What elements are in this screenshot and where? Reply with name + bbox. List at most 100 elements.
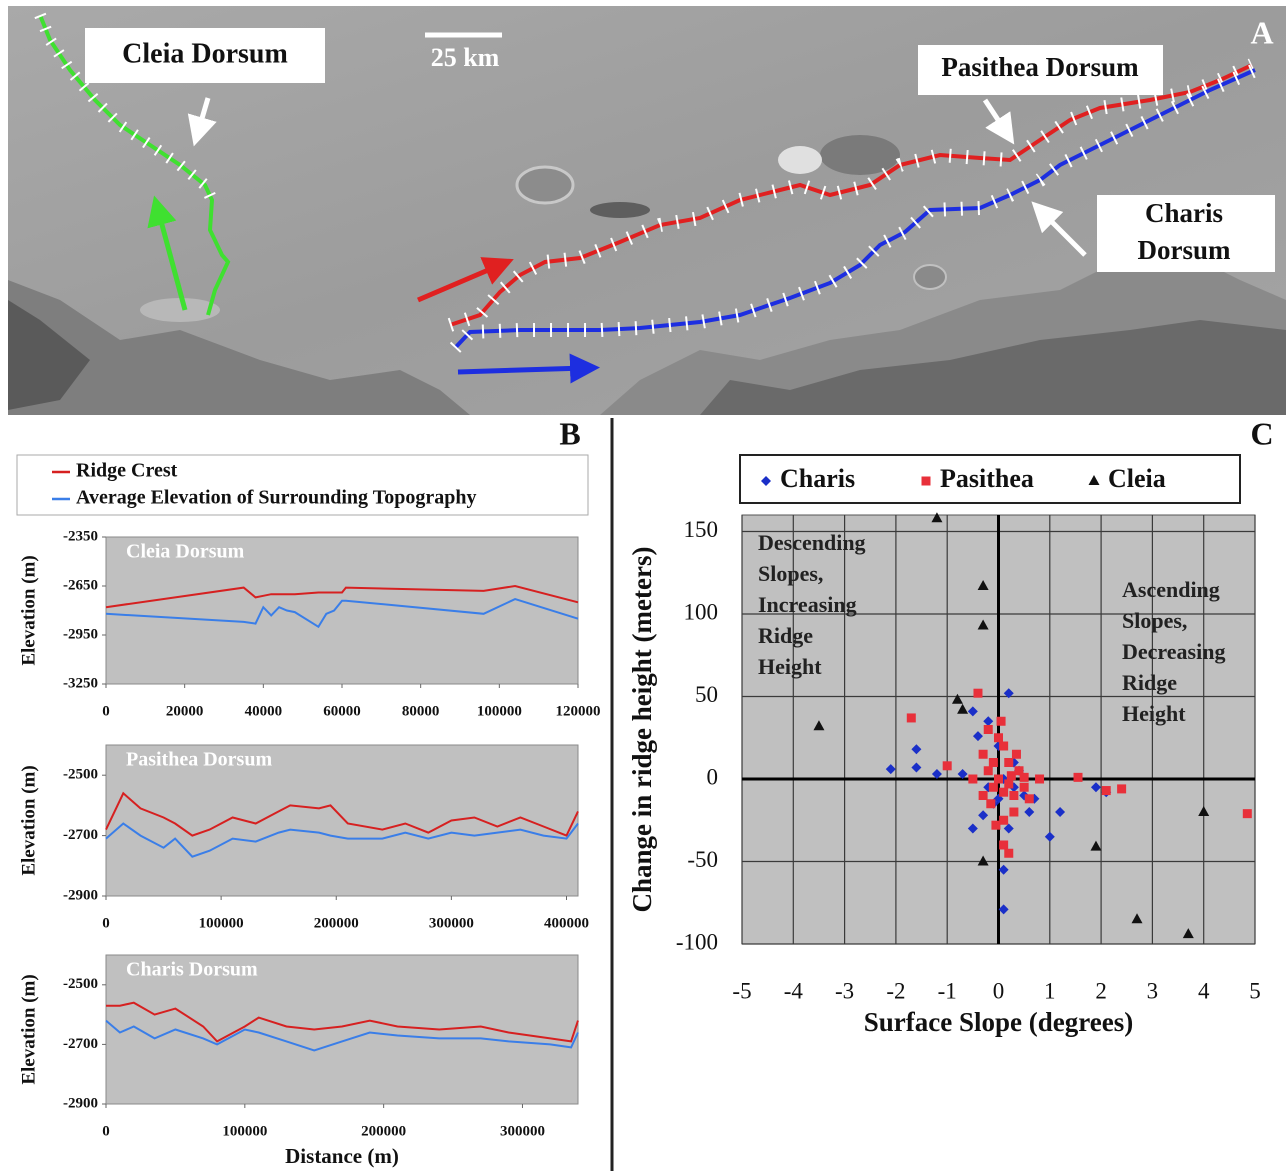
annotation: Slopes,	[1122, 608, 1187, 633]
data-point	[991, 821, 1000, 830]
panel-label: C	[1250, 415, 1273, 451]
mesa	[778, 146, 822, 174]
data-point	[1074, 773, 1083, 782]
x-tick-label: 60000	[323, 703, 361, 719]
chart-title: Charis Dorsum	[126, 959, 258, 981]
y-tick-label: -2350	[63, 528, 98, 544]
y-tick-label: 0	[707, 764, 719, 789]
y-tick-label: -2500	[63, 767, 98, 783]
y-tick-label: -2700	[63, 827, 98, 843]
mesa	[820, 135, 900, 175]
x-tick-label: -2	[886, 978, 905, 1003]
y-axis-label: Elevation (m)	[18, 974, 39, 1084]
data-point	[989, 783, 998, 792]
y-tick-label: -2950	[63, 626, 98, 642]
panel-label: B	[559, 415, 580, 451]
x-tick-label: 80000	[402, 703, 440, 719]
y-axis-label: Elevation (m)	[18, 555, 39, 665]
y-axis-label: Change in ridge height (meters)	[627, 547, 657, 913]
data-point	[984, 766, 993, 775]
data-point	[986, 799, 995, 808]
x-tick-label: -5	[732, 978, 751, 1003]
x-tick-label: 4	[1198, 978, 1210, 1003]
annotation: Slopes,	[758, 561, 823, 586]
x-tick-label: 5	[1249, 978, 1261, 1003]
y-tick-label: -2700	[63, 1036, 98, 1052]
annotation: Height	[1122, 701, 1186, 726]
x-tick-label: 200000	[314, 915, 359, 931]
y-axis-label: Elevation (m)	[18, 765, 39, 875]
data-point	[1004, 758, 1013, 767]
data-point	[994, 733, 1003, 742]
x-tick-label: 100000	[477, 703, 522, 719]
x-tick-label: 40000	[245, 703, 283, 719]
annotation: Decreasing	[1122, 639, 1225, 664]
map-panel: Cleia Dorsum Pasithea Dorsum Charis Dors…	[8, 6, 1286, 415]
y-tick-label: -50	[687, 847, 718, 872]
x-axis-label: Distance (m)	[285, 1144, 399, 1168]
x-tick-label: 200000	[361, 1123, 406, 1139]
data-point	[943, 761, 952, 770]
mesa	[590, 202, 650, 218]
chart-title: Pasithea Dorsum	[126, 749, 272, 771]
x-tick-label: 0	[102, 1123, 110, 1139]
y-tick-label: -2500	[63, 976, 98, 992]
x-tick-label: 300000	[429, 915, 474, 931]
legend-label: Ridge Crest	[76, 460, 178, 482]
legend-label: Charis	[780, 464, 855, 493]
data-point	[1004, 849, 1013, 858]
data-point	[997, 717, 1006, 726]
x-tick-label: 300000	[500, 1123, 545, 1139]
annotation: Descending	[758, 530, 866, 555]
data-point	[994, 775, 1003, 784]
data-point	[1020, 783, 1029, 792]
data-point	[999, 841, 1008, 850]
data-point	[1117, 784, 1126, 793]
data-point	[1009, 791, 1018, 800]
annotation: Ascending	[1122, 577, 1220, 602]
map-label: Pasithea Dorsum	[941, 52, 1139, 82]
figure: Cleia Dorsum Pasithea Dorsum Charis Dors…	[0, 0, 1286, 1171]
y-tick-label: 150	[684, 517, 719, 542]
y-tick-label: -2900	[63, 887, 98, 903]
data-point	[1012, 750, 1021, 759]
map-label: Cleia Dorsum	[122, 38, 288, 69]
data-point	[979, 750, 988, 759]
chart-title: Cleia Dorsum	[126, 541, 245, 563]
x-tick-label: 0	[102, 703, 110, 719]
data-point	[973, 689, 982, 698]
data-point	[999, 788, 1008, 797]
map-label: Dorsum	[1138, 235, 1232, 265]
x-tick-label: 0	[993, 978, 1005, 1003]
y-tick-label: -2900	[63, 1095, 98, 1111]
x-tick-label: 1	[1044, 978, 1056, 1003]
x-axis-label: Surface Slope (degrees)	[864, 1007, 1133, 1037]
x-tick-label: -1	[938, 978, 957, 1003]
y-tick-label: 100	[684, 599, 719, 624]
data-point	[1102, 786, 1111, 795]
annotation: Increasing	[758, 592, 857, 617]
data-point	[1025, 794, 1034, 803]
x-tick-label: 400000	[544, 915, 589, 931]
legend-label: Average Elevation of Surrounding Topogra…	[76, 487, 476, 509]
x-tick-label: 120000	[556, 703, 601, 719]
data-point	[968, 775, 977, 784]
annotation: Height	[758, 654, 822, 679]
panel-label: A	[1250, 14, 1273, 50]
data-point	[1035, 775, 1044, 784]
data-point	[1015, 766, 1024, 775]
annotation: Ridge	[758, 623, 813, 648]
legend-label: Pasithea	[940, 464, 1034, 493]
data-point	[999, 742, 1008, 751]
data-point	[1004, 779, 1013, 788]
x-tick-label: 3	[1147, 978, 1159, 1003]
x-tick-label: 100000	[222, 1123, 267, 1139]
y-tick-label: -100	[676, 929, 718, 954]
x-tick-label: 20000	[166, 703, 204, 719]
map-label: Charis	[1145, 198, 1223, 228]
y-tick-label: -3250	[63, 675, 98, 691]
y-tick-label: -2650	[63, 577, 98, 593]
data-point	[999, 816, 1008, 825]
data-point	[1243, 809, 1252, 818]
x-tick-label: -3	[835, 978, 854, 1003]
